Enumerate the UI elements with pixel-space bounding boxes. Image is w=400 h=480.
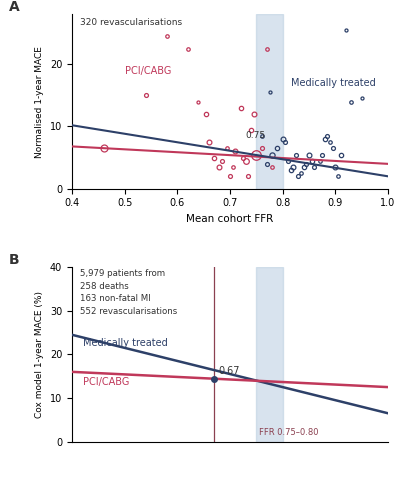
X-axis label: Mean cohort FFR: Mean cohort FFR	[186, 214, 274, 224]
Text: 0.75: 0.75	[245, 131, 265, 140]
Y-axis label: Normalised 1-year MACE: Normalised 1-year MACE	[35, 46, 44, 157]
Text: 0.67: 0.67	[218, 366, 240, 375]
Y-axis label: Cox model 1-year MACE (%): Cox model 1-year MACE (%)	[35, 291, 44, 418]
Bar	[256, 14, 283, 189]
Text: FFR 0.75–0.80: FFR 0.75–0.80	[259, 428, 318, 437]
Text: B: B	[9, 253, 20, 267]
Text: 320 revascularisations: 320 revascularisations	[80, 17, 182, 26]
Text: PCI/CABG: PCI/CABG	[125, 66, 171, 75]
Text: A: A	[9, 0, 20, 14]
Text: Medically treated: Medically treated	[82, 338, 167, 348]
Bar	[256, 267, 283, 442]
Text: Medically treated: Medically treated	[290, 78, 375, 88]
Text: PCI/CABG: PCI/CABG	[82, 377, 129, 387]
Text: 5,979 patients from
258 deaths
163 non-fatal MI
552 revascularisations: 5,979 patients from 258 deaths 163 non-f…	[80, 269, 177, 316]
